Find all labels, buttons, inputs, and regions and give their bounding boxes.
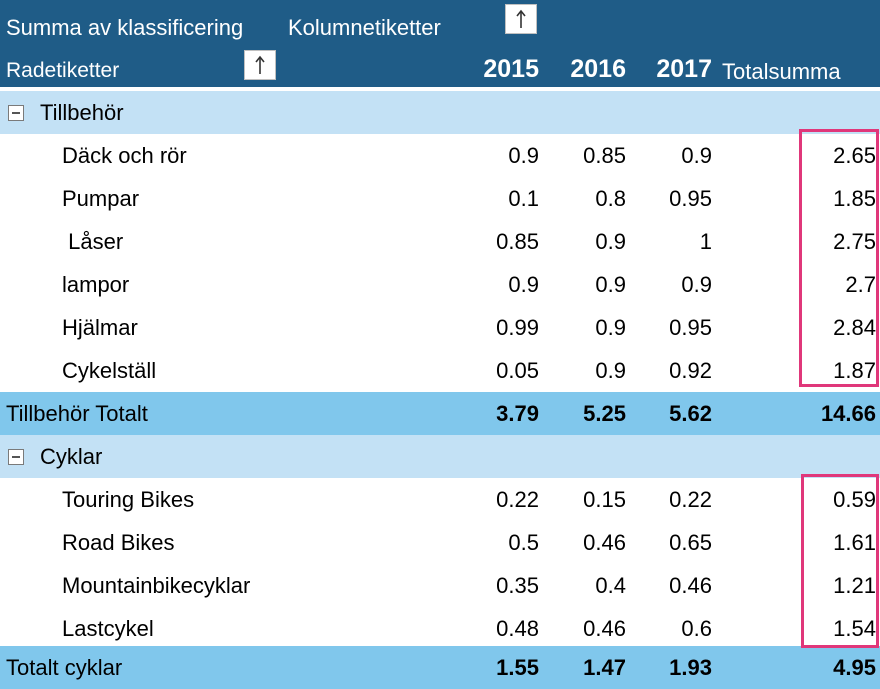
subtotal-2016: 1.47 xyxy=(583,655,626,680)
subtotal-2017: 5.62 xyxy=(669,401,712,426)
arrow-up-icon xyxy=(255,55,265,74)
cell-2017: 0.92 xyxy=(669,358,712,383)
table-row: lampor 0.9 0.9 0.9 2.7 xyxy=(0,263,880,306)
cell-total: 1.87 xyxy=(833,358,876,383)
grand-total-header: Totalsumma xyxy=(722,59,841,84)
cell-2016: 0.9 xyxy=(595,229,626,254)
row-sort-button[interactable] xyxy=(244,50,276,80)
cell-2017: 0.6 xyxy=(681,616,712,641)
group-label: Cyklar xyxy=(40,444,103,469)
cell-2016: 0.8 xyxy=(595,186,626,211)
cell-2016: 0.46 xyxy=(583,616,626,641)
cell-2016: 0.9 xyxy=(595,272,626,297)
group-row-cyklar: Cyklar xyxy=(0,435,880,478)
cell-2017: 0.46 xyxy=(669,573,712,598)
subtotal-2016: 5.25 xyxy=(583,401,626,426)
cell-2015: 0.1 xyxy=(508,186,539,211)
cell-2017: 1 xyxy=(699,229,712,254)
subtotal-total: 4.95 xyxy=(833,655,876,680)
cell-2017: 0.65 xyxy=(669,530,712,555)
cell-2016: 0.9 xyxy=(595,358,626,383)
subtotal-total: 14.66 xyxy=(820,401,876,426)
cell-2016: 0.85 xyxy=(583,143,626,168)
table-row: Pumpar 0.1 0.8 0.95 1.85 xyxy=(0,177,880,220)
cell-total: 1.21 xyxy=(833,573,876,598)
row-label: Touring Bikes xyxy=(62,487,195,512)
cell-total: 2.75 xyxy=(833,229,876,254)
collapse-icon[interactable] xyxy=(8,105,24,121)
value-field-label: Summa av klassificering xyxy=(6,15,244,40)
cell-2017: 0.95 xyxy=(669,315,712,340)
pivot-header: Summa av klassificering Kolumnetiketter … xyxy=(0,0,880,87)
cell-2015: 0.22 xyxy=(496,487,539,512)
collapse-icon[interactable] xyxy=(8,449,24,465)
table-row: Lastcykel 0.48 0.46 0.6 1.54 xyxy=(0,607,880,650)
table-row: Hjälmar 0.99 0.9 0.95 2.84 xyxy=(0,306,880,349)
arrow-up-icon xyxy=(516,9,526,28)
row-label: Pumpar xyxy=(62,186,140,211)
cell-2015: 0.35 xyxy=(496,573,539,598)
table-row: Mountainbikecyklar 0.35 0.4 0.46 1.21 xyxy=(0,564,880,607)
year-header-2016: 2016 xyxy=(570,55,626,83)
subtotal-row-tillbehor: Tillbehör Totalt 3.79 5.25 5.62 14.66 xyxy=(0,392,880,435)
table-row: Cykelställ 0.05 0.9 0.92 1.87 xyxy=(0,349,880,392)
cell-2016: 0.9 xyxy=(595,315,626,340)
cell-2015: 0.99 xyxy=(496,315,539,340)
subtotal-label: Tillbehör Totalt xyxy=(6,401,148,426)
cell-total: 1.61 xyxy=(833,530,876,555)
cell-2015: 0.9 xyxy=(508,272,539,297)
subtotal-label: Totalt cyklar xyxy=(6,655,123,680)
cell-2017: 0.95 xyxy=(669,186,712,211)
subtotal-2015: 3.79 xyxy=(496,401,539,426)
cell-total: 1.54 xyxy=(833,616,876,641)
cell-2017: 0.9 xyxy=(681,143,712,168)
cell-2017: 0.22 xyxy=(669,487,712,512)
row-label: Road Bikes xyxy=(62,530,175,555)
column-labels-header[interactable]: Kolumnetiketter xyxy=(288,15,441,40)
cell-total: 2.7 xyxy=(845,272,876,297)
subtotal-row-cyklar: Totalt cyklar 1.55 1.47 1.93 4.95 xyxy=(0,646,880,689)
year-header-2017: 2017 xyxy=(656,55,712,83)
table-row: Touring Bikes 0.22 0.15 0.22 0.59 xyxy=(0,478,880,521)
table-row: Road Bikes 0.5 0.46 0.65 1.61 xyxy=(0,521,880,564)
cell-2015: 0.48 xyxy=(496,616,539,641)
table-row: Låser 0.85 0.9 1 2.75 xyxy=(0,220,880,263)
cell-2016: 0.46 xyxy=(583,530,626,555)
row-label: Hjälmar xyxy=(62,315,138,340)
cell-total: 2.65 xyxy=(833,143,876,168)
cell-2015: 0.85 xyxy=(496,229,539,254)
row-label: Lastcykel xyxy=(62,616,154,641)
row-labels-header[interactable]: Radetiketter xyxy=(6,59,120,82)
row-label: Däck och rör xyxy=(62,143,187,168)
cell-total: 2.84 xyxy=(833,315,876,340)
table-row: Däck och rör 0.9 0.85 0.9 2.65 xyxy=(0,134,880,177)
group-row-tillbehor: Tillbehör xyxy=(0,91,880,134)
cell-total: 1.85 xyxy=(833,186,876,211)
subtotal-2015: 1.55 xyxy=(496,655,539,680)
year-header-2015: 2015 xyxy=(483,55,539,83)
group-label: Tillbehör xyxy=(40,100,124,125)
cell-total: 0.59 xyxy=(833,487,876,512)
row-label: Mountainbikecyklar xyxy=(62,573,251,598)
row-label: Cykelställ xyxy=(62,358,157,383)
column-sort-button[interactable] xyxy=(505,4,537,34)
cell-2015: 0.05 xyxy=(496,358,539,383)
cell-2016: 0.4 xyxy=(595,573,626,598)
cell-2015: 0.9 xyxy=(508,143,539,168)
cell-2016: 0.15 xyxy=(583,487,626,512)
row-label: lampor xyxy=(62,272,130,297)
cell-2017: 0.9 xyxy=(681,272,712,297)
subtotal-2017: 1.93 xyxy=(669,655,712,680)
row-label: Låser xyxy=(62,229,124,254)
cell-2015: 0.5 xyxy=(508,530,539,555)
